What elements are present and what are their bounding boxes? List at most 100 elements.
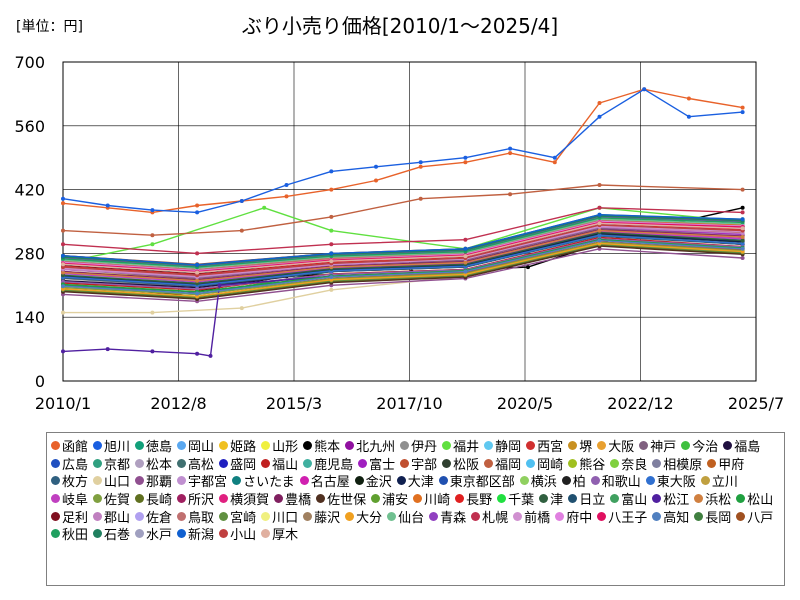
legend-label: 豊橋 — [285, 493, 312, 509]
legend-marker-icon — [51, 529, 60, 539]
series-line — [62, 216, 743, 267]
series-line — [62, 222, 743, 274]
data-point — [150, 242, 155, 247]
legend-item: 岐阜 — [51, 490, 88, 508]
legend-label: 川崎 — [424, 493, 451, 509]
legend-label: 札幌 — [482, 510, 509, 526]
legend-label: 宇都宮 — [188, 475, 228, 491]
legend-marker-icon — [93, 529, 103, 539]
legend-label: 福井 — [453, 440, 480, 456]
legend-item: 宮崎 — [219, 507, 256, 526]
legend-item: 日立 — [568, 490, 605, 508]
legend-marker-icon — [51, 494, 60, 504]
data-point — [597, 114, 602, 119]
legend-item: 仙台 — [387, 507, 424, 526]
series-line — [62, 235, 743, 287]
data-point — [217, 283, 222, 288]
data-point — [597, 183, 602, 187]
legend-label: 山口 — [104, 475, 131, 491]
legend-item: 松江 — [652, 490, 689, 508]
legend-label: 佐賀 — [104, 493, 131, 509]
x-tick-label: 2017/10 — [376, 394, 442, 413]
legend-marker-icon — [413, 494, 423, 504]
legend-label: 松阪 — [453, 457, 480, 473]
data-point — [195, 273, 200, 278]
legend-marker-icon — [261, 511, 271, 521]
legend-marker-icon — [610, 494, 620, 504]
data-point — [597, 101, 602, 105]
legend-label: 立川 — [711, 475, 738, 491]
data-point — [463, 260, 468, 265]
series-line — [62, 244, 743, 299]
legend-item: 長崎 — [135, 490, 172, 508]
legend-marker-icon — [652, 458, 662, 468]
legend-marker-icon — [400, 458, 410, 468]
legend-item: 大津 — [396, 472, 434, 490]
data-point — [740, 238, 745, 243]
legend-label: 松江 — [663, 493, 690, 509]
legend-item: 福井 — [442, 437, 479, 455]
legend-item: 浦安 — [371, 490, 408, 508]
legend-item: 盛岡 — [219, 455, 256, 473]
data-point — [686, 114, 691, 119]
legend-marker-icon — [93, 476, 103, 486]
legend-label: 西宮 — [537, 440, 564, 456]
legend-label: 大阪 — [608, 440, 635, 456]
data-point — [374, 164, 378, 169]
data-point — [195, 210, 200, 215]
legend-item: 佐倉 — [135, 507, 173, 526]
data-point — [597, 212, 602, 217]
series-line — [62, 248, 743, 302]
data-point — [195, 270, 200, 275]
data-point — [329, 169, 334, 174]
legend-marker-icon — [261, 441, 271, 451]
legend-item: 松本 — [135, 455, 172, 473]
legend-label: 旭川 — [104, 440, 131, 456]
legend-item: 厚木 — [261, 525, 298, 543]
data-point — [597, 241, 602, 246]
legend-marker-icon — [177, 458, 187, 468]
series-line — [62, 234, 743, 286]
legend-marker-icon — [135, 476, 145, 486]
data-point — [418, 164, 423, 169]
legend-item: 横須賀 — [219, 490, 269, 508]
legend-label: 佐倉 — [146, 510, 173, 526]
legend-item: 郡山 — [93, 507, 130, 526]
legend-marker-icon — [526, 441, 536, 451]
legend-item: 枚方 — [51, 472, 88, 490]
legend-label: 広島 — [62, 457, 89, 473]
data-point — [61, 273, 65, 278]
legend-label: 盛岡 — [230, 457, 257, 473]
legend-label: 柏 — [572, 475, 586, 491]
data-point — [150, 310, 155, 315]
data-point — [552, 160, 557, 165]
data-point — [597, 228, 602, 233]
legend-marker-icon — [387, 511, 397, 521]
legend-label: 千葉 — [508, 493, 535, 509]
legend-label: 富山 — [621, 493, 648, 509]
data-point — [61, 196, 65, 201]
legend-marker-icon — [51, 458, 60, 468]
legend-marker-icon — [568, 494, 578, 504]
legend-marker-icon — [400, 441, 410, 451]
legend-label: 熊谷 — [579, 457, 606, 473]
data-point — [740, 205, 745, 210]
legend-item: 富山 — [610, 490, 647, 508]
legend-marker-icon — [639, 441, 649, 451]
data-point — [239, 199, 244, 203]
series-line — [62, 88, 743, 214]
legend-marker-icon — [610, 458, 620, 468]
legend-item: 石巻 — [93, 525, 130, 543]
legend-marker-icon — [438, 476, 448, 486]
legend-label: 藤沢 — [314, 510, 341, 526]
legend-label: 岡崎 — [537, 457, 564, 473]
series-line — [62, 221, 743, 273]
legend-label: 佐世保 — [327, 493, 367, 509]
legend-marker-icon — [177, 476, 187, 486]
data-point — [61, 242, 65, 247]
legend-label: 枚方 — [62, 475, 89, 491]
legend-label: 大分 — [356, 510, 383, 526]
data-point — [329, 259, 334, 264]
legend-label: 青森 — [440, 510, 467, 526]
legend-label: 徳島 — [146, 440, 173, 456]
